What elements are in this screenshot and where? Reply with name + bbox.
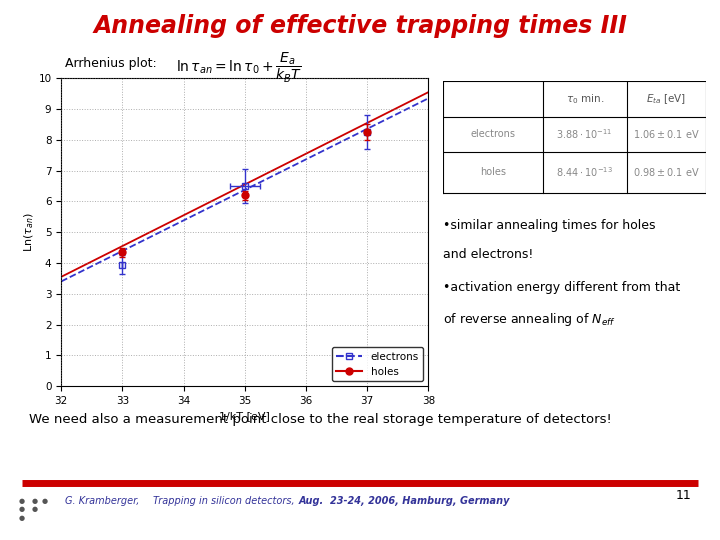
Text: G. Kramberger,: G. Kramberger, [65, 496, 143, 506]
Text: ●: ● [19, 497, 24, 504]
X-axis label: 1/kT [eV]: 1/kT [eV] [220, 411, 270, 421]
Text: $\ln\tau_{an} = \ln\tau_0 + \dfrac{E_a}{k_B T}$: $\ln\tau_{an} = \ln\tau_0 + \dfrac{E_a}{… [176, 51, 302, 85]
Legend: electrons, holes: electrons, holes [332, 347, 423, 381]
Text: $E_{ta}$ [eV]: $E_{ta}$ [eV] [646, 92, 686, 106]
Text: and electrons!: and electrons! [443, 248, 534, 261]
Text: Trapping in silicon detectors,: Trapping in silicon detectors, [153, 496, 294, 506]
Text: ●: ● [19, 506, 24, 512]
Text: ●: ● [32, 506, 37, 512]
Text: •similar annealing times for holes: •similar annealing times for holes [443, 219, 655, 232]
Text: Aug.  23-24, 2006, Hamburg, Germany: Aug. 23-24, 2006, Hamburg, Germany [299, 496, 510, 506]
Text: $0.98 \pm 0.1$ eV: $0.98 \pm 0.1$ eV [633, 166, 700, 178]
Text: of reverse annealing of $\mathit{N}_{eff}$: of reverse annealing of $\mathit{N}_{eff… [443, 310, 616, 327]
Text: Annealing of effective trapping times III: Annealing of effective trapping times II… [93, 14, 627, 37]
Text: 11: 11 [675, 489, 691, 502]
Text: $3.88 \cdot 10^{-11}$: $3.88 \cdot 10^{-11}$ [557, 127, 613, 141]
Text: ●: ● [42, 497, 48, 504]
Text: We need also a measurement point close to the real storage temperature of detect: We need also a measurement point close t… [29, 413, 611, 426]
Text: Arrhenius plot:: Arrhenius plot: [65, 57, 156, 70]
Text: $8.44 \cdot 10^{-13}$: $8.44 \cdot 10^{-13}$ [557, 165, 613, 179]
Text: $1.06 \pm 0.1$ eV: $1.06 \pm 0.1$ eV [633, 129, 700, 140]
Text: $\tau_0$ min.: $\tau_0$ min. [566, 92, 604, 106]
Text: ●: ● [32, 497, 37, 504]
Text: ●: ● [19, 515, 24, 521]
Y-axis label: $\mathrm{Ln}(\tau_{an})$: $\mathrm{Ln}(\tau_{an})$ [22, 212, 35, 252]
Text: electrons: electrons [470, 129, 516, 139]
Text: •activation energy different from that: •activation energy different from that [443, 281, 680, 294]
Text: holes: holes [480, 167, 505, 177]
